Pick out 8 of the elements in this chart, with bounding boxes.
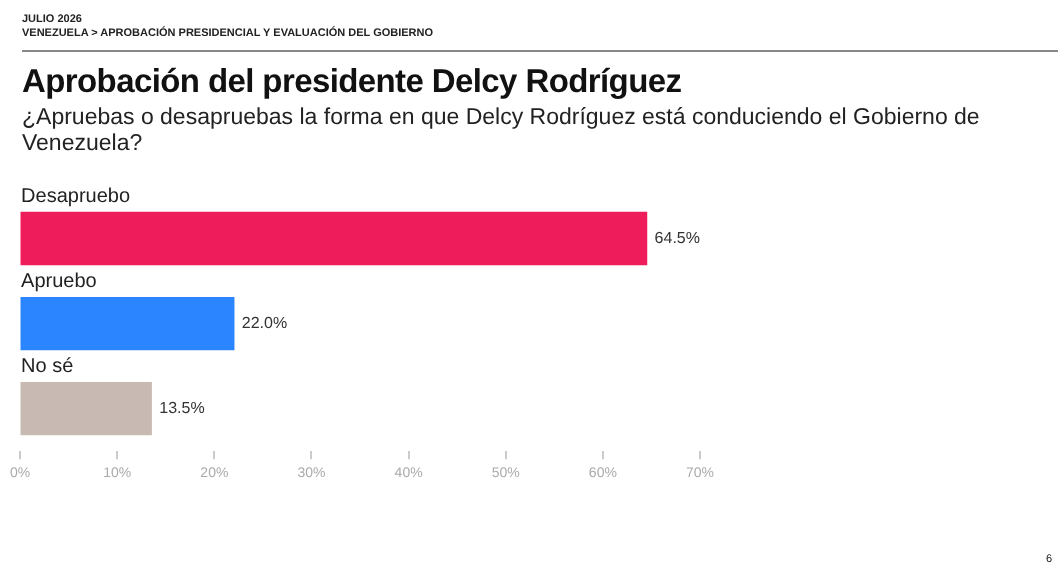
chart-subtitle: ¿Apruebas o desapruebas la forma en que Delcy Rodríguez está conduciendo el Gobierno de Venezuela?: [22, 106, 982, 158]
data-label: 64.5%: [654, 228, 700, 247]
data-label: 22.0%: [241, 314, 288, 333]
data-label: 13.5%: [159, 399, 205, 418]
y-tick-label: Desapruebo: [21, 186, 131, 209]
y-tick-label: Apruebo: [21, 271, 98, 294]
y-tick-label: No sé: [21, 356, 75, 379]
chart-title: Aprobación del presidente Delcy Rodríguez: [22, 64, 682, 102]
